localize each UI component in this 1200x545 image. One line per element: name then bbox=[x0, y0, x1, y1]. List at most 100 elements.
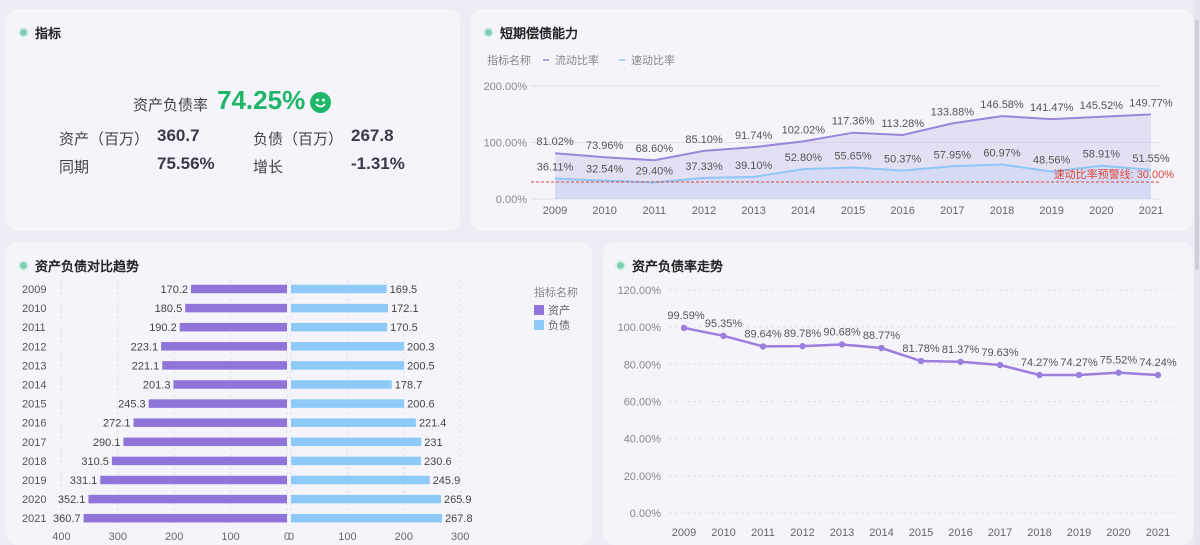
trend-chart: 120.00% 100.00% 80.00% 60.00% 40.00% 20.00% 0.… bbox=[618, 285, 1177, 539]
x-tick-label: 2019 bbox=[1067, 527, 1091, 539]
compare-title-text: 资产负债对比趋势 bbox=[35, 259, 140, 274]
title-dot-icon bbox=[20, 29, 27, 36]
compare-card: 资产负债对比趋势 指标名称 资产 负债 400 300 200 100 0 0 100 200 300… bbox=[6, 242, 592, 545]
legend-title: 指标名称 bbox=[534, 285, 578, 299]
x-tick-label: 200 bbox=[395, 531, 413, 543]
y-category-label: 2012 bbox=[22, 341, 46, 353]
x-tick-label: 2017 bbox=[988, 527, 1012, 539]
x-tick-label: 2015 bbox=[909, 527, 933, 539]
asset-bar-label: 290.1 bbox=[93, 437, 121, 449]
legend-title: 指标名称 bbox=[487, 53, 531, 67]
y-category-label: 2017 bbox=[22, 437, 46, 449]
debt-ratio-label: 资产负债率 bbox=[133, 97, 209, 114]
data-label-0: 91.74% bbox=[735, 130, 773, 142]
growth-value: -1.31% bbox=[351, 154, 405, 173]
data-label: 75.52% bbox=[1100, 355, 1138, 367]
y-category-label: 2013 bbox=[22, 360, 46, 372]
x-tick-label: 2017 bbox=[940, 205, 964, 217]
trend-point bbox=[720, 332, 727, 340]
x-tick-label: 0 bbox=[284, 531, 290, 543]
asset-bar bbox=[191, 284, 287, 294]
asset-bar bbox=[185, 303, 287, 313]
x-tick-label: 2013 bbox=[741, 205, 765, 217]
asset-bar bbox=[162, 361, 287, 370]
data-label-0: 145.52% bbox=[1080, 100, 1124, 112]
asset-bar-label: 310.5 bbox=[81, 456, 109, 468]
asset-bar bbox=[88, 494, 287, 504]
asset-bar-label: 245.3 bbox=[118, 399, 146, 411]
x-tick-label: 200 bbox=[165, 531, 183, 543]
title-dot-icon bbox=[20, 262, 27, 269]
debt-bar-label: 267.8 bbox=[445, 513, 473, 525]
debt-bar-label: 169.5 bbox=[390, 284, 418, 296]
x-tick-label: 300 bbox=[451, 531, 469, 543]
x-tick-label: 2015 bbox=[841, 205, 865, 217]
x-tick-label: 2011 bbox=[751, 527, 775, 539]
trend-title-text: 资产负债率走势 bbox=[632, 259, 724, 274]
data-label-0: 68.60% bbox=[636, 143, 674, 155]
asset-bar bbox=[173, 380, 287, 389]
series-line-1 bbox=[554, 163, 1152, 184]
same-period-value: 75.56% bbox=[157, 154, 215, 173]
y-tick-label: 0.00% bbox=[630, 508, 661, 520]
smile-icon bbox=[310, 92, 331, 113]
asset-bar-label: 331.1 bbox=[70, 475, 98, 487]
title-dot-icon bbox=[617, 262, 624, 269]
y-tick-label: 100.00% bbox=[484, 138, 528, 150]
data-label-1: 50.37% bbox=[884, 154, 922, 166]
debt-bar-label: 245.9 bbox=[433, 475, 461, 487]
asset-bar-label: 360.7 bbox=[53, 513, 81, 525]
x-tick-label: 2016 bbox=[948, 527, 972, 539]
trend-point bbox=[799, 342, 806, 350]
asset-bar-label: 180.5 bbox=[155, 303, 183, 315]
debt-bar bbox=[291, 361, 405, 370]
title-dot-icon bbox=[485, 29, 492, 36]
y-category-label: 2011 bbox=[22, 322, 46, 334]
trend-point bbox=[1075, 371, 1083, 379]
asset-bar bbox=[123, 437, 287, 447]
x-tick-label: 2018 bbox=[990, 205, 1014, 217]
trend-point bbox=[759, 343, 767, 350]
vertical-scrollbar[interactable] bbox=[1194, 0, 1200, 545]
x-tick-label: 2014 bbox=[791, 205, 815, 217]
x-tick-label: 2020 bbox=[1089, 205, 1113, 217]
data-label-0: 102.02% bbox=[782, 124, 826, 136]
data-label-0: 146.58% bbox=[980, 99, 1024, 111]
x-tick-label: 400 bbox=[52, 531, 70, 543]
scrollbar-thumb[interactable] bbox=[1195, 20, 1199, 270]
asset-bar bbox=[161, 342, 287, 351]
debt-bar-label: 265.9 bbox=[444, 494, 472, 506]
compare-card-title: 资产负债对比趋势 bbox=[20, 256, 139, 275]
debt-bar-label: 172.1 bbox=[391, 303, 419, 315]
x-tick-label: 100 bbox=[338, 531, 356, 543]
debt-bar bbox=[291, 418, 416, 427]
legend-item-1: 负债 bbox=[548, 318, 570, 332]
x-tick-label: 2013 bbox=[830, 527, 854, 539]
data-label: 88.77% bbox=[863, 330, 901, 342]
x-tick-label: 2011 bbox=[643, 205, 667, 217]
warning-label: 速动比率预警线: 30.00% bbox=[1054, 167, 1175, 181]
debt-label: 负债（百万） bbox=[253, 131, 344, 148]
y-tick-label: 200.00% bbox=[484, 81, 528, 93]
y-category-label: 2019 bbox=[22, 475, 46, 487]
debt-bar bbox=[291, 303, 389, 313]
data-label-1: 39.10% bbox=[735, 160, 773, 172]
data-label: 74.27% bbox=[1021, 357, 1059, 369]
data-label-0: 133.88% bbox=[931, 106, 975, 118]
debt-bar bbox=[291, 322, 388, 332]
legend-item-1: 速动比率 bbox=[631, 53, 675, 67]
asset-bar bbox=[83, 513, 287, 523]
x-tick-label: 2009 bbox=[543, 205, 567, 217]
data-label-0: 81.02% bbox=[536, 136, 574, 148]
data-label-0: 117.36% bbox=[832, 116, 875, 128]
asset-bar bbox=[179, 322, 287, 332]
data-label: 74.24% bbox=[1139, 357, 1177, 369]
x-tick-label: 2010 bbox=[711, 527, 735, 539]
data-label-1: 60.97% bbox=[983, 148, 1021, 160]
trend-point bbox=[996, 361, 1004, 369]
debt-ratio-value: 74.25% bbox=[217, 85, 306, 115]
data-label-0: 113.28% bbox=[881, 118, 924, 130]
x-tick-label: 0 bbox=[288, 531, 294, 543]
asset-bar-label: 190.2 bbox=[149, 322, 177, 334]
